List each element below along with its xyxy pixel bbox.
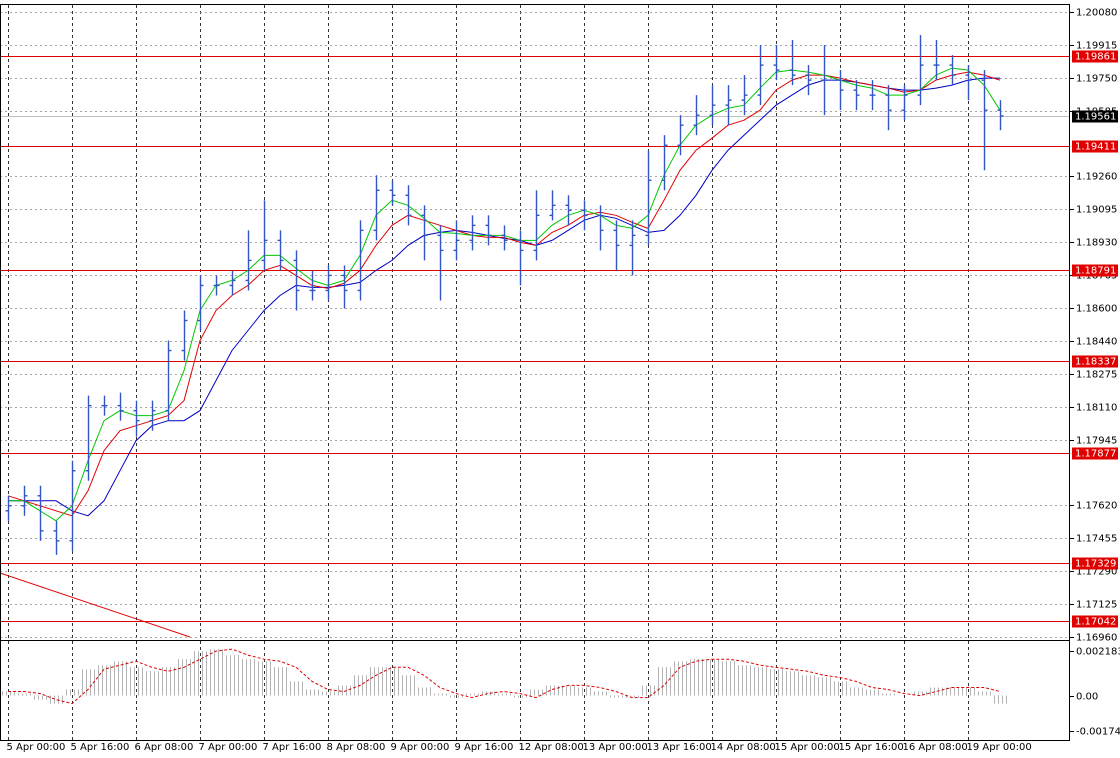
y-tick-label: 1.19260 (1076, 172, 1117, 183)
y-tick-label: 1.17455 (1076, 534, 1117, 545)
axes: 5 Apr 00:00 5 Apr 16:00 6 Apr 08:00 7 Apr 0… (7, 8, 1120, 754)
level-label-box (1072, 264, 1118, 277)
y-tick-label: 1.17290 (1076, 567, 1117, 578)
x-tick-label: 5 Apr 00:00 (7, 742, 66, 753)
level-label: 1.17877 (1075, 449, 1116, 460)
indicator-y-tick-label: 0.002183 (1076, 647, 1120, 658)
frame (0, 4, 1070, 741)
y-tick-label: 1.19915 (1076, 41, 1117, 52)
level-label: 1.17329 (1075, 559, 1116, 570)
y-tick-label: 1.18600 (1076, 304, 1117, 315)
level-label: 1.19861 (1075, 52, 1116, 63)
y-tick-label: 1.17125 (1076, 600, 1117, 611)
grid (0, 5, 1070, 740)
x-tick-label: 9 Apr 00:00 (391, 742, 450, 753)
x-tick-label: 9 Apr 16:00 (455, 742, 514, 753)
level-label-box (1072, 615, 1118, 628)
x-tick-label: 6 Apr 08:00 (135, 742, 194, 753)
level-label: 1.18337 (1075, 357, 1116, 368)
y-tick-label: 1.17620 (1076, 501, 1117, 512)
x-tick-label: 19 Apr 00:00 (967, 742, 1032, 753)
level-label: 1.18791 (1075, 266, 1116, 277)
y-tick-label: 1.18440 (1076, 337, 1117, 348)
y-tick-label: 1.20080 (1076, 8, 1117, 19)
y-tick-label: 1.18930 (1076, 238, 1117, 249)
indicator-y-tick-label: 0.00 (1076, 692, 1098, 703)
current-price-label: 1.19561 (1075, 112, 1116, 123)
level-label-box (1072, 140, 1118, 153)
x-tick-label: 8 Apr 08:00 (327, 742, 386, 753)
indicator-panel (2, 648, 1007, 705)
x-tick-label: 7 Apr 00:00 (199, 742, 258, 753)
x-tick-label: 15 Apr 16:00 (839, 742, 904, 753)
y-tick-label: 1.19750 (1076, 74, 1117, 85)
level-label-box (1072, 447, 1118, 460)
x-tick-label: 16 Apr 08:00 (903, 742, 968, 753)
x-tick-label: 13 Apr 16:00 (647, 742, 712, 753)
level-label: 1.19411 (1075, 142, 1116, 153)
x-tick-label: 14 Apr 08:00 (711, 742, 776, 753)
price-panel (0, 35, 1070, 622)
level-label: 1.17042 (1075, 617, 1116, 628)
x-tick-label: 13 Apr 00:00 (583, 742, 648, 753)
x-tick-label: 5 Apr 16:00 (71, 742, 130, 753)
y-tick-label: 1.18275 (1076, 370, 1117, 381)
x-tick-label: 7 Apr 16:00 (263, 742, 322, 753)
level-label-box (1072, 557, 1118, 570)
y-tick-label: 1.17945 (1076, 436, 1117, 447)
trend-line (0, 572, 191, 638)
level-label-box (1072, 355, 1118, 368)
current-price-box (1072, 110, 1118, 123)
level-label-box (1072, 50, 1118, 63)
x-tick-label: 12 Apr 08:00 (519, 742, 584, 753)
indicator-y-tick-label: -0.001743 (1076, 727, 1120, 738)
y-tick-label: 1.19095 (1076, 205, 1117, 216)
y-tick-label: 1.18110 (1076, 403, 1117, 414)
x-tick-label: 15 Apr 00:00 (775, 742, 840, 753)
y-tick-label: 1.16960 (1076, 633, 1117, 644)
